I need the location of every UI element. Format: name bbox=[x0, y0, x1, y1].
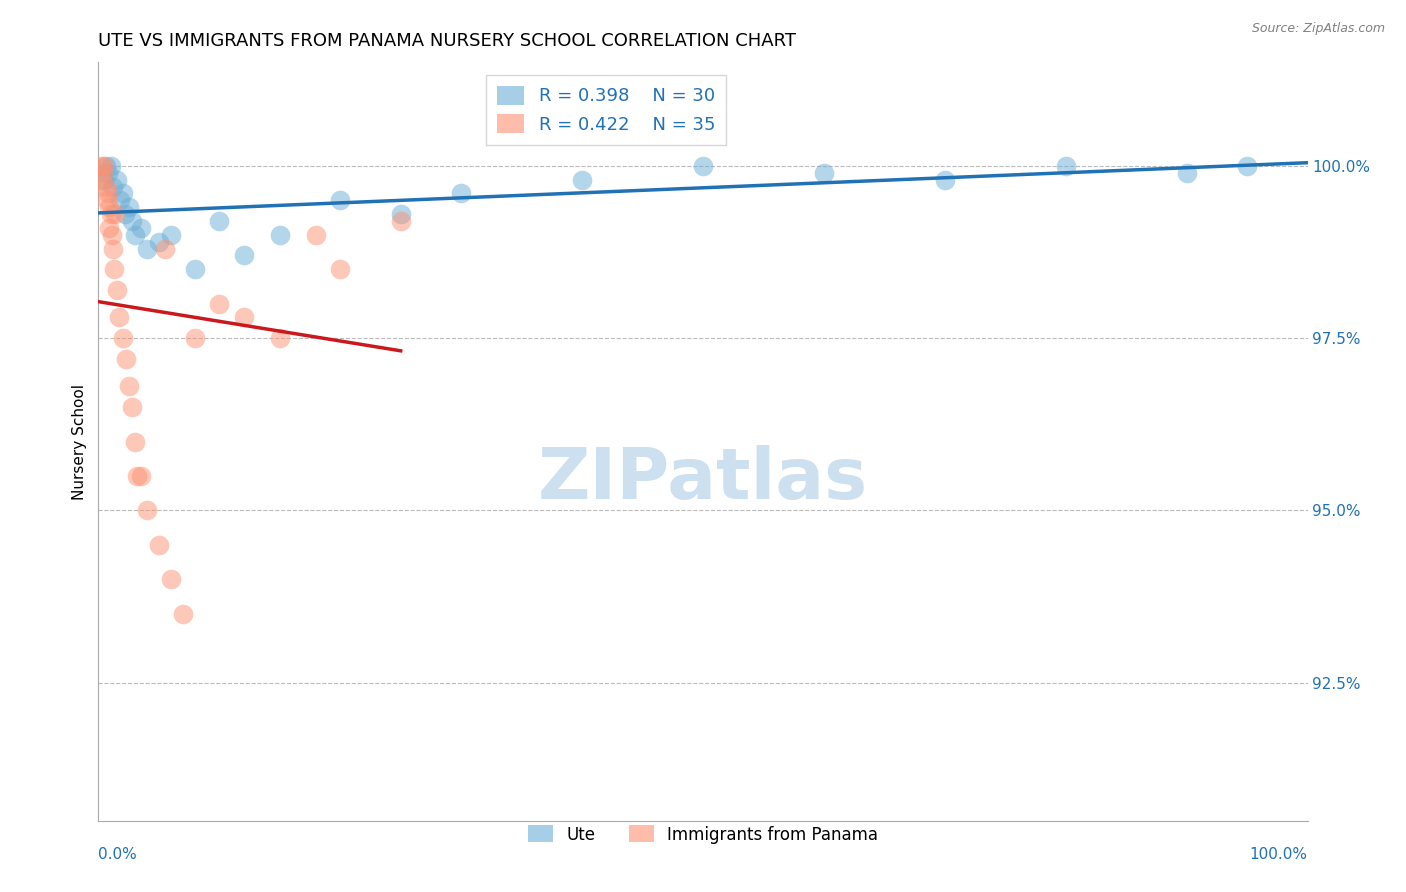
Point bbox=[94, 179, 117, 194]
Point bbox=[97, 186, 120, 201]
Point bbox=[105, 172, 128, 186]
Point bbox=[269, 331, 291, 345]
Point bbox=[813, 166, 835, 180]
Point bbox=[450, 186, 472, 201]
Point bbox=[108, 194, 131, 208]
Point bbox=[1054, 159, 1077, 173]
Point bbox=[100, 159, 122, 173]
Point bbox=[118, 379, 141, 393]
Point bbox=[148, 235, 170, 249]
Point bbox=[232, 248, 254, 262]
Point bbox=[172, 607, 194, 621]
Point bbox=[97, 166, 120, 180]
Point bbox=[124, 434, 146, 449]
Text: 0.0%: 0.0% bbox=[98, 847, 138, 863]
Text: Source: ZipAtlas.com: Source: ZipAtlas.com bbox=[1251, 22, 1385, 36]
Point bbox=[184, 262, 207, 277]
Point bbox=[93, 159, 115, 173]
Point bbox=[105, 283, 128, 297]
Point bbox=[135, 503, 157, 517]
Point bbox=[160, 573, 183, 587]
Point bbox=[111, 331, 134, 345]
Point bbox=[91, 166, 114, 180]
Point bbox=[129, 469, 152, 483]
Point bbox=[1236, 159, 1258, 173]
Point bbox=[100, 227, 122, 242]
Point bbox=[115, 351, 138, 366]
Point bbox=[114, 207, 136, 221]
Point bbox=[124, 227, 146, 242]
Point bbox=[111, 186, 134, 201]
Point bbox=[329, 262, 352, 277]
Point bbox=[101, 179, 124, 194]
Point bbox=[98, 220, 121, 235]
Point bbox=[184, 331, 207, 345]
Point bbox=[121, 214, 143, 228]
Point bbox=[127, 469, 149, 483]
Point bbox=[305, 227, 328, 242]
Text: UTE VS IMMIGRANTS FROM PANAMA NURSERY SCHOOL CORRELATION CHART: UTE VS IMMIGRANTS FROM PANAMA NURSERY SC… bbox=[98, 32, 796, 50]
Point bbox=[389, 207, 412, 221]
Point bbox=[96, 194, 118, 208]
Point bbox=[104, 207, 127, 221]
Y-axis label: Nursery School: Nursery School bbox=[72, 384, 87, 500]
Point bbox=[108, 310, 131, 325]
Point bbox=[153, 242, 176, 256]
Point bbox=[118, 200, 141, 214]
Point bbox=[100, 207, 122, 221]
Point bbox=[934, 172, 956, 186]
Point bbox=[389, 214, 412, 228]
Point bbox=[101, 242, 124, 256]
Point bbox=[90, 159, 112, 173]
Text: ZIPatlas: ZIPatlas bbox=[538, 445, 868, 514]
Point bbox=[93, 172, 115, 186]
Point bbox=[208, 296, 231, 310]
Point bbox=[94, 159, 117, 173]
Point bbox=[129, 220, 152, 235]
Point bbox=[571, 172, 593, 186]
Point bbox=[91, 172, 114, 186]
Legend: Ute, Immigrants from Panama: Ute, Immigrants from Panama bbox=[522, 819, 884, 850]
Point bbox=[232, 310, 254, 325]
Point bbox=[103, 262, 125, 277]
Point bbox=[148, 538, 170, 552]
Text: 100.0%: 100.0% bbox=[1250, 847, 1308, 863]
Point bbox=[692, 159, 714, 173]
Point bbox=[1175, 166, 1198, 180]
Point bbox=[121, 400, 143, 414]
Point bbox=[98, 200, 121, 214]
Point bbox=[135, 242, 157, 256]
Point bbox=[269, 227, 291, 242]
Point bbox=[329, 194, 352, 208]
Point bbox=[160, 227, 183, 242]
Point bbox=[208, 214, 231, 228]
